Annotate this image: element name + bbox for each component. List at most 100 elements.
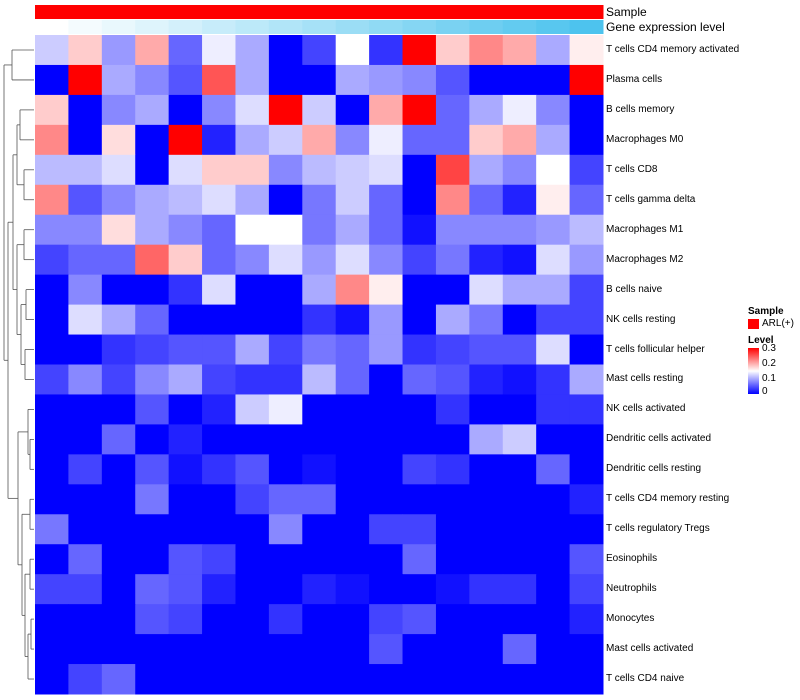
row-label: T cells regulatory Tregs	[606, 523, 710, 535]
heatmap-cell	[469, 94, 504, 126]
legend-tick-0: 0	[762, 386, 768, 397]
annotation-expression-cell	[302, 20, 337, 34]
heatmap-cell	[435, 514, 470, 545]
heatmap-cell	[235, 364, 270, 395]
heatmap-cell	[202, 184, 236, 216]
heatmap-cell	[268, 394, 303, 425]
heatmap-cell	[35, 454, 69, 485]
heatmap-cell	[335, 364, 370, 395]
heatmap-cell	[101, 274, 136, 306]
heatmap-cell	[502, 634, 537, 665]
heatmap-cell	[402, 214, 437, 246]
heatmap-cell	[202, 574, 236, 605]
heatmap-cell	[502, 304, 537, 336]
heatmap-cell	[135, 364, 170, 395]
heatmap-cell	[135, 274, 170, 306]
heatmap-cell	[302, 244, 337, 276]
heatmap-cell	[168, 244, 203, 276]
heatmap-cell	[101, 244, 136, 276]
heatmap-cell	[569, 364, 604, 395]
heatmap-cell	[302, 664, 337, 695]
heatmap-cell	[536, 514, 571, 545]
annotation-sample-cell	[569, 5, 604, 19]
heatmap-cell	[68, 484, 103, 515]
legend-level-colorbar	[748, 348, 759, 394]
annotation-sample-cell	[68, 5, 103, 19]
heatmap-cell	[536, 484, 571, 515]
heatmap-cell	[168, 64, 203, 96]
row-label: Mast cells resting	[606, 373, 684, 385]
heatmap-cell	[335, 424, 370, 455]
heatmap-cell	[569, 424, 604, 455]
legend-sample-item: ARL(+)	[762, 318, 794, 329]
annotation-expression-cell	[469, 20, 504, 34]
heatmap-cell	[68, 184, 103, 216]
heatmap-cell	[35, 664, 69, 695]
heatmap-cell	[101, 124, 136, 156]
heatmap-cell	[268, 334, 303, 365]
heatmap-cell	[435, 244, 470, 276]
heatmap-cell	[469, 244, 504, 276]
heatmap-cell	[168, 214, 203, 246]
heatmap-cell	[335, 94, 370, 126]
row-label: Neutrophils	[606, 583, 657, 595]
heatmap-cell	[68, 35, 103, 66]
heatmap-cell	[101, 634, 136, 665]
heatmap-cell	[135, 184, 170, 216]
heatmap-cell	[135, 424, 170, 455]
heatmap-cell	[168, 664, 203, 695]
heatmap-cell	[35, 244, 69, 276]
annotation-label-sample: Sample	[606, 5, 647, 19]
heatmap-cell	[168, 334, 203, 365]
heatmap-cell	[302, 634, 337, 665]
heatmap-cell	[469, 35, 504, 66]
heatmap-cell	[68, 604, 103, 635]
heatmap-cell	[435, 184, 470, 216]
heatmap-cell	[469, 574, 504, 605]
heatmap-cell	[502, 514, 537, 545]
heatmap-cell	[202, 634, 236, 665]
legend-tick-02: 0.2	[762, 358, 776, 369]
column-annotations	[35, 5, 604, 34]
heatmap-cell	[302, 514, 337, 545]
heatmap-cell	[35, 184, 69, 216]
heatmap-cell	[101, 424, 136, 455]
annotation-expression-cell	[435, 20, 470, 34]
heatmap-cell	[569, 514, 604, 545]
heatmap-cell	[101, 574, 136, 605]
heatmap-cell	[68, 154, 103, 186]
heatmap-cell	[35, 574, 69, 605]
heatmap-cell	[435, 94, 470, 126]
legend-sample-swatch	[748, 319, 759, 329]
annotation-sample-cell	[135, 5, 170, 19]
heatmap-cell	[369, 124, 404, 156]
heatmap-cell	[68, 664, 103, 695]
heatmap-cell	[369, 454, 404, 485]
heatmap-cell	[235, 514, 270, 545]
row-label: T cells CD8	[606, 163, 658, 175]
annotation-expression-cell	[168, 20, 203, 34]
heatmap-cell	[235, 424, 270, 455]
heatmap-cell	[101, 304, 136, 336]
row-label: B cells memory	[606, 103, 675, 115]
heatmap-cell	[35, 124, 69, 156]
heatmap-cell	[335, 124, 370, 156]
heatmap-cell	[268, 664, 303, 695]
heatmap-cell	[469, 544, 504, 575]
row-label: NK cells activated	[606, 403, 686, 415]
heatmap-cell	[536, 64, 571, 96]
heatmap-cell	[536, 124, 571, 156]
heatmap-cell	[35, 604, 69, 635]
heatmap-cell	[101, 334, 136, 365]
annotation-expression-cell	[335, 20, 370, 34]
annotation-expression-cell	[569, 20, 604, 34]
heatmap-cell	[335, 514, 370, 545]
heatmap-cell	[402, 574, 437, 605]
heatmap-cell	[302, 394, 337, 425]
heatmap-cell	[435, 454, 470, 485]
heatmap-cell	[435, 574, 470, 605]
heatmap-cell	[402, 454, 437, 485]
heatmap-cell	[536, 244, 571, 276]
heatmap-cell	[569, 334, 604, 365]
